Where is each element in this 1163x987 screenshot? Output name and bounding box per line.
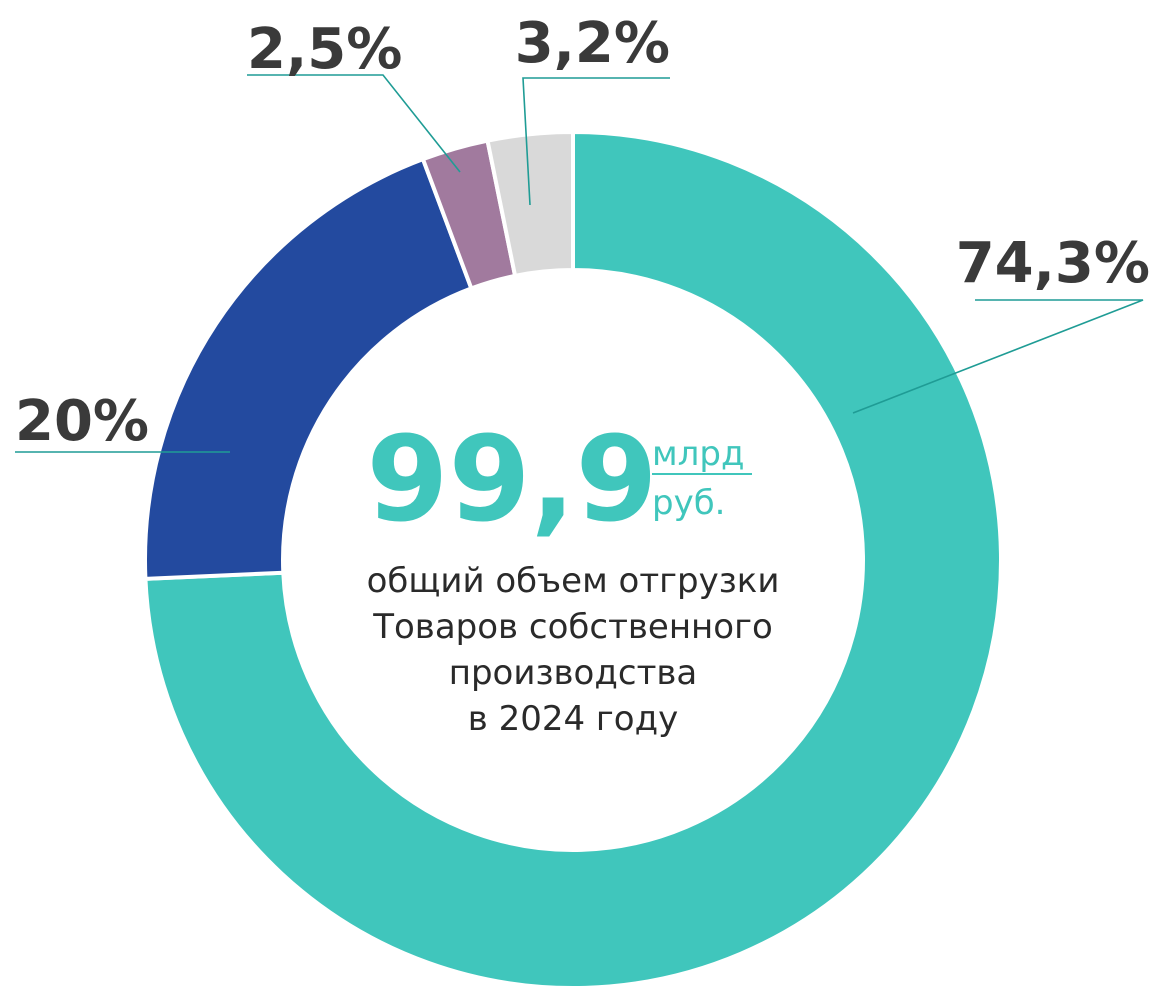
- center-unit: руб.: [652, 483, 725, 523]
- leader-line: [247, 74, 461, 173]
- value-label: 74,3%: [956, 231, 1150, 296]
- slice: [143, 129, 1003, 987]
- value-label: 20%: [15, 389, 149, 454]
- center-text: общий объем отгрузки Товаров собственног…: [367, 561, 780, 739]
- center-line: Товаров собственного: [372, 607, 773, 647]
- center-line: в 2024 году: [468, 699, 678, 739]
- center-unit: млрд: [652, 434, 744, 474]
- slices: [143, 129, 1003, 987]
- center-line: общий объем отгрузки: [367, 561, 780, 601]
- value-label: 2,5%: [247, 17, 402, 82]
- value-label: 3,2%: [515, 11, 670, 76]
- slice: [143, 156, 474, 581]
- leader-line: [852, 299, 1144, 414]
- leader-line: [522, 77, 670, 206]
- center-value: 99,9: [366, 410, 657, 548]
- center-line: производства: [449, 653, 698, 693]
